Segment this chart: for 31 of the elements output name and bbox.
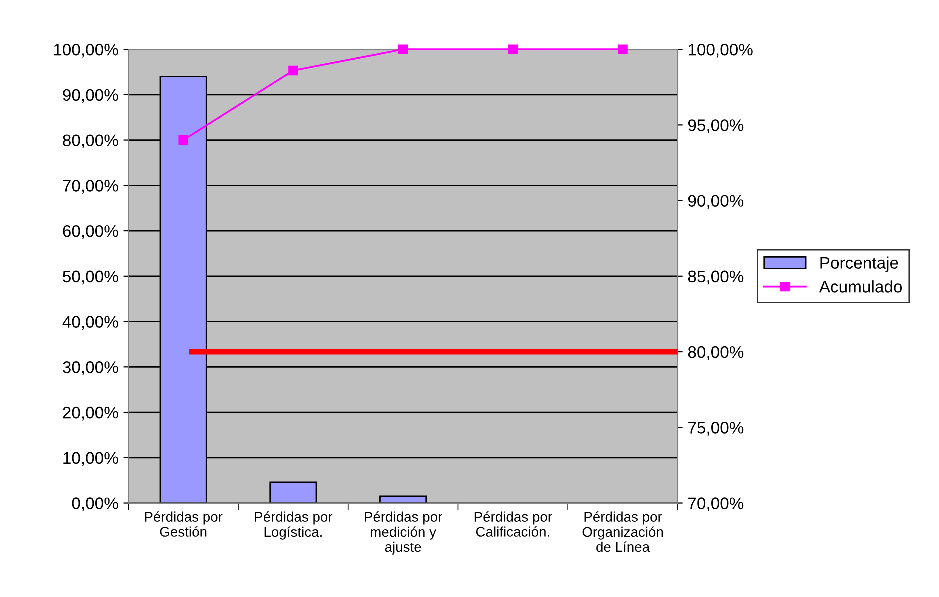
y-tick-label: 90,00%: [63, 89, 118, 104]
y-tick-label: 60,00%: [63, 225, 118, 240]
y2-tick-label: 85,00%: [688, 270, 744, 285]
point: [618, 44, 628, 54]
y-tick-label: 20,00%: [63, 406, 118, 421]
x-tick-label: Pérdidas por Gestión: [145, 512, 223, 537]
y-tick-label: 0,00%: [72, 498, 118, 512]
x-tick-label: Pérdidas por Calificación.: [474, 512, 552, 537]
y2-tick-label: 70,00%: [688, 498, 744, 512]
y-tick-label: 30,00%: [63, 362, 118, 376]
point: [288, 66, 298, 76]
y-tick-label: 50,00%: [63, 270, 118, 285]
y2-tick-label: 100,00%: [688, 44, 753, 58]
y-tick-label: 10,00%: [64, 452, 118, 466]
legend-label: Acumulado: [819, 280, 902, 293]
y2-tick-label: 80,00%: [688, 346, 744, 360]
x-tick-label: Pérdidas por Logística.: [255, 512, 333, 540]
point: [398, 44, 408, 54]
y-tick-label: 40,00%: [62, 316, 118, 330]
x-tick-label: Pérdidas por medición y ajuste: [365, 512, 442, 555]
x-tick-label: Pérdidas por Organización de Línea: [582, 512, 664, 552]
y2-tick-label: 75,00%: [688, 422, 744, 436]
legend-label: Porcentaje: [820, 256, 898, 272]
y-tick-label: 80,00%: [63, 134, 118, 148]
y-tick-label: 70,00%: [63, 180, 118, 194]
y-tick-label: 100,00%: [54, 44, 118, 58]
y2-tick-label: 90,00%: [688, 195, 744, 209]
point: [508, 44, 518, 54]
point: [178, 135, 188, 146]
bar: [270, 482, 318, 504]
y2-tick-label: 95,00%: [688, 120, 744, 134]
